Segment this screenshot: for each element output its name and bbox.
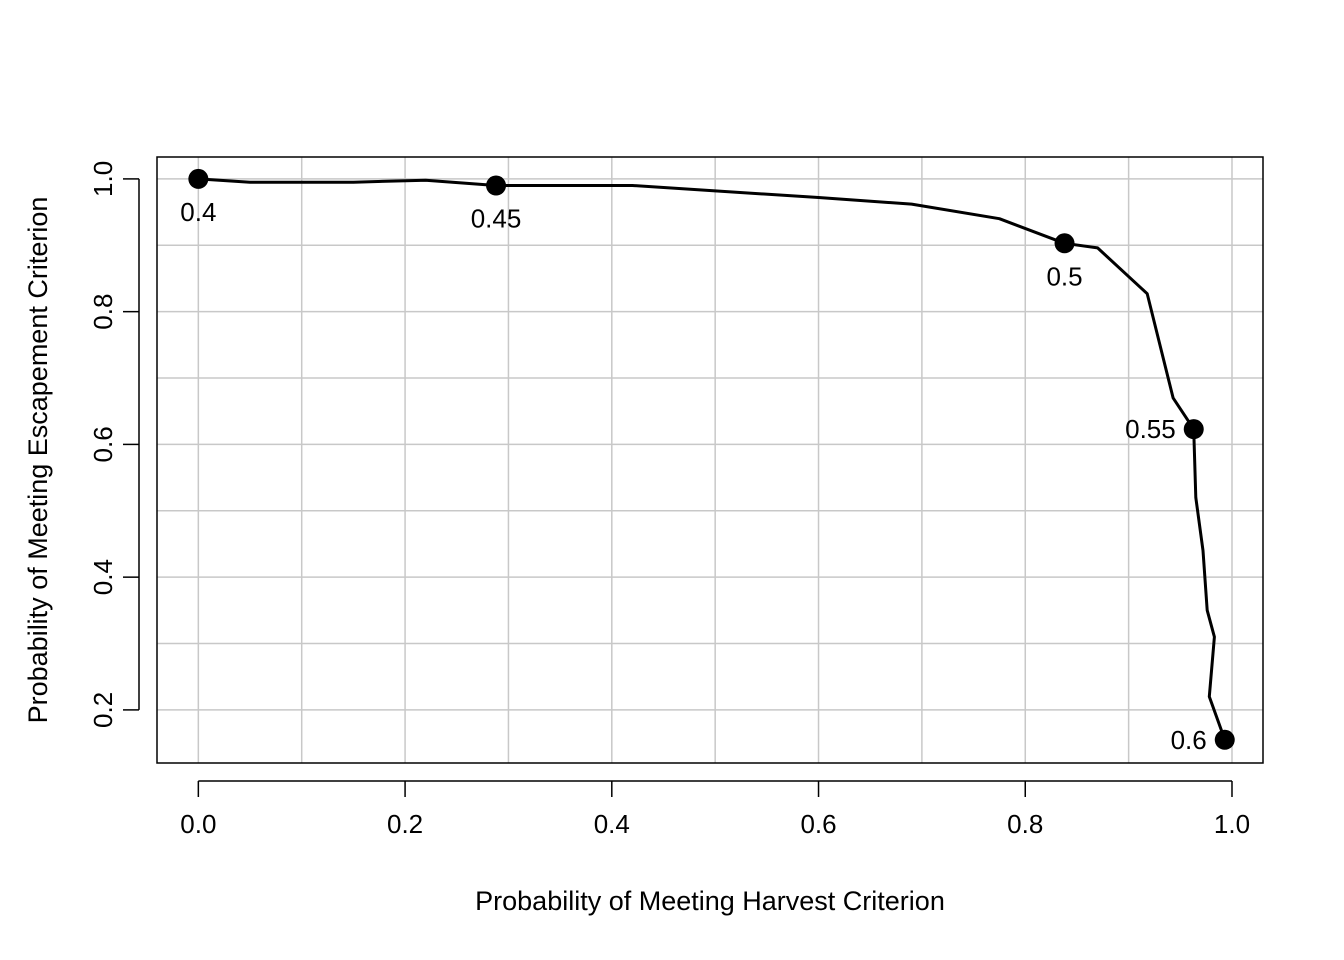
series-line — [198, 177, 1227, 741]
data-point-label: 0.6 — [1171, 725, 1207, 755]
x-tick-label: 0.0 — [180, 809, 216, 839]
plot-area — [156, 156, 1264, 764]
data-point — [1183, 419, 1204, 440]
x-tick-label: 0.8 — [1007, 809, 1043, 839]
series-group — [198, 177, 1227, 741]
y-tick-label: 0.4 — [88, 559, 118, 595]
y-tick-label: 0.8 — [88, 294, 118, 330]
x-tick-label: 0.4 — [594, 809, 630, 839]
data-point-label: 0.55 — [1125, 414, 1176, 444]
x-tick-label: 1.0 — [1214, 809, 1250, 839]
y-axis: 0.2 0.4 0.6 0.8 1.0 — [88, 161, 140, 728]
grid — [157, 157, 1263, 763]
data-point-label: 0.4 — [180, 197, 216, 227]
x-axis-label: Probability of Meeting Harvest Criterion — [475, 886, 945, 916]
y-axis-label: Probability of Meeting Escapement Criter… — [23, 197, 53, 724]
markers-group: 0.4 0.45 0.5 0.55 0.6 — [180, 168, 1235, 755]
y-tick-label: 1.0 — [88, 161, 118, 197]
y-tick-label: 0.2 — [88, 692, 118, 728]
data-point — [188, 168, 209, 189]
data-point — [1054, 233, 1075, 254]
data-point — [486, 175, 507, 196]
data-point-label: 0.45 — [471, 204, 522, 234]
x-axis: 0.0 0.2 0.4 0.6 0.8 1.0 — [180, 780, 1250, 839]
y-tick-label: 0.6 — [88, 426, 118, 462]
data-point-label: 0.5 — [1046, 261, 1082, 291]
x-tick-label: 0.2 — [387, 809, 423, 839]
data-point — [1214, 729, 1235, 750]
x-tick-label: 0.6 — [800, 809, 836, 839]
